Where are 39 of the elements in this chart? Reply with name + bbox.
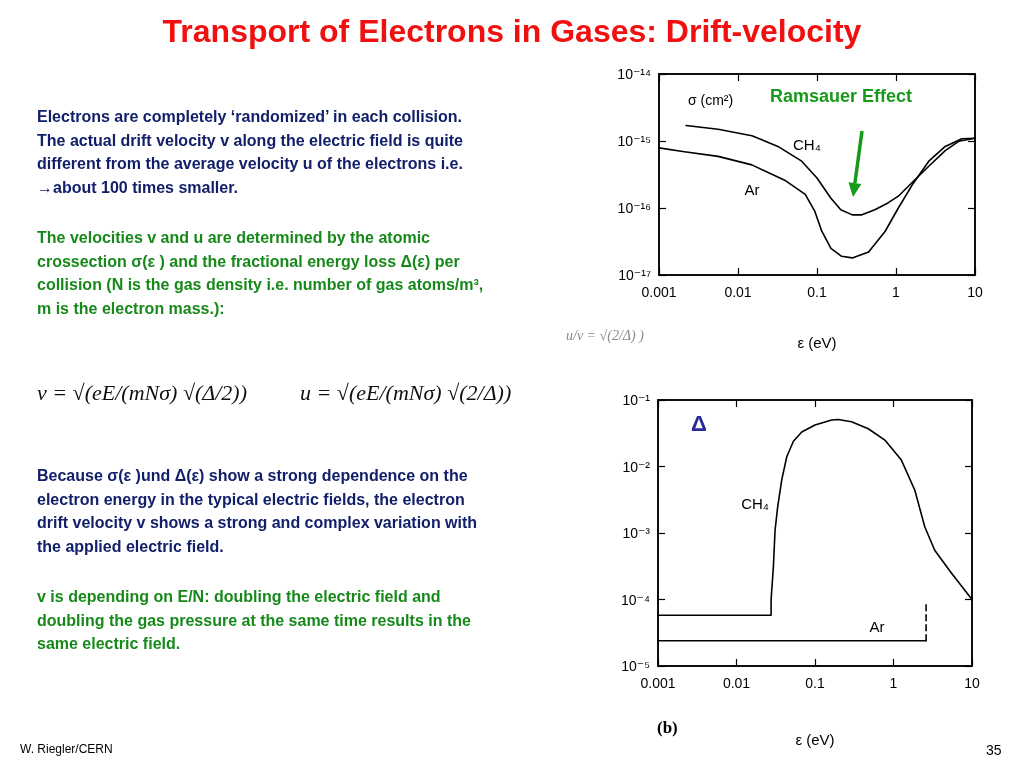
text: Because σ(ε )und Δ(ε) show a strong dependence on the electron energy in the typical electric fields, the electron drift velocity v shows a strong and complex variation with the applied electric field.: [37, 466, 478, 557]
text: u/v = √(2/Δ) ): [566, 327, 644, 345]
y-axis-title: σ (cm²): [688, 92, 734, 108]
y-tick-label: 10⁻¹⁶: [617, 200, 651, 216]
x-tick-label: 0.1: [807, 284, 827, 300]
y-tick-label: 10⁻⁴: [621, 591, 650, 608]
text: Electrons are completely ‘randomized’ in each collision. The actual drift velocity v along the electric field is quite different from the average velocity u of the electrons i.e. →about 100 times smaller.: [37, 107, 463, 198]
x-tick-label: 10: [967, 284, 983, 300]
y-tick-label: 10⁻³: [622, 525, 651, 541]
text: Transport of Electrons in Gases: Drift-velocity: [161, 12, 863, 51]
x-tick-label: 0.001: [641, 284, 677, 300]
y-tick-label: 10⁻¹: [622, 392, 651, 408]
text: W. Riegler/CERN: [20, 741, 113, 758]
y-tick-label: 10⁻¹⁴: [617, 66, 651, 82]
text: (b): [657, 718, 678, 738]
x-tick-label: 0.01: [724, 284, 752, 300]
y-tick-label: 10⁻⁵: [621, 658, 650, 674]
x-tick-label: 0.1: [805, 675, 825, 691]
y-tick-label: 10⁻¹⁵: [617, 133, 651, 149]
series-label: CH₄: [793, 135, 821, 153]
x-axis-title: ε (eV): [795, 731, 835, 748]
series-label: CH₄: [741, 494, 769, 512]
y-tick-label: 10⁻¹⁷: [618, 267, 651, 283]
x-tick-label: 0.01: [722, 675, 751, 691]
text: The velocities v and u are determined by the atomic crossection σ(ε ) and the fractional energy loss Δ(ε) per collision (N is the gas density i.e. number of gas atoms/m³, m is the electron mass.):: [37, 228, 484, 319]
y-axis-title: Δ: [691, 410, 707, 436]
x-tick-label: 0.001: [640, 675, 676, 691]
text: u = √(eE/(mNσ) √(2/Δ)): [300, 379, 512, 407]
x-axis-title: ε (eV): [797, 334, 837, 351]
x-tick-label: 1: [889, 675, 898, 691]
annotation: Ramsauer Effect: [770, 85, 913, 107]
series-label: Ar: [744, 181, 760, 199]
text: v = √(eE/(mNσ) √(Δ/2)): [37, 379, 247, 407]
series-label: Ar: [869, 618, 885, 636]
x-tick-label: 10: [964, 675, 980, 691]
text: 35: [986, 741, 1002, 760]
y-tick-label: 10⁻²: [622, 458, 651, 475]
x-tick-label: 1: [892, 284, 901, 300]
text: v is depending on E/N: doubling the electric field and doubling the gas pressure at the same time results in the same electric field.: [37, 587, 471, 655]
